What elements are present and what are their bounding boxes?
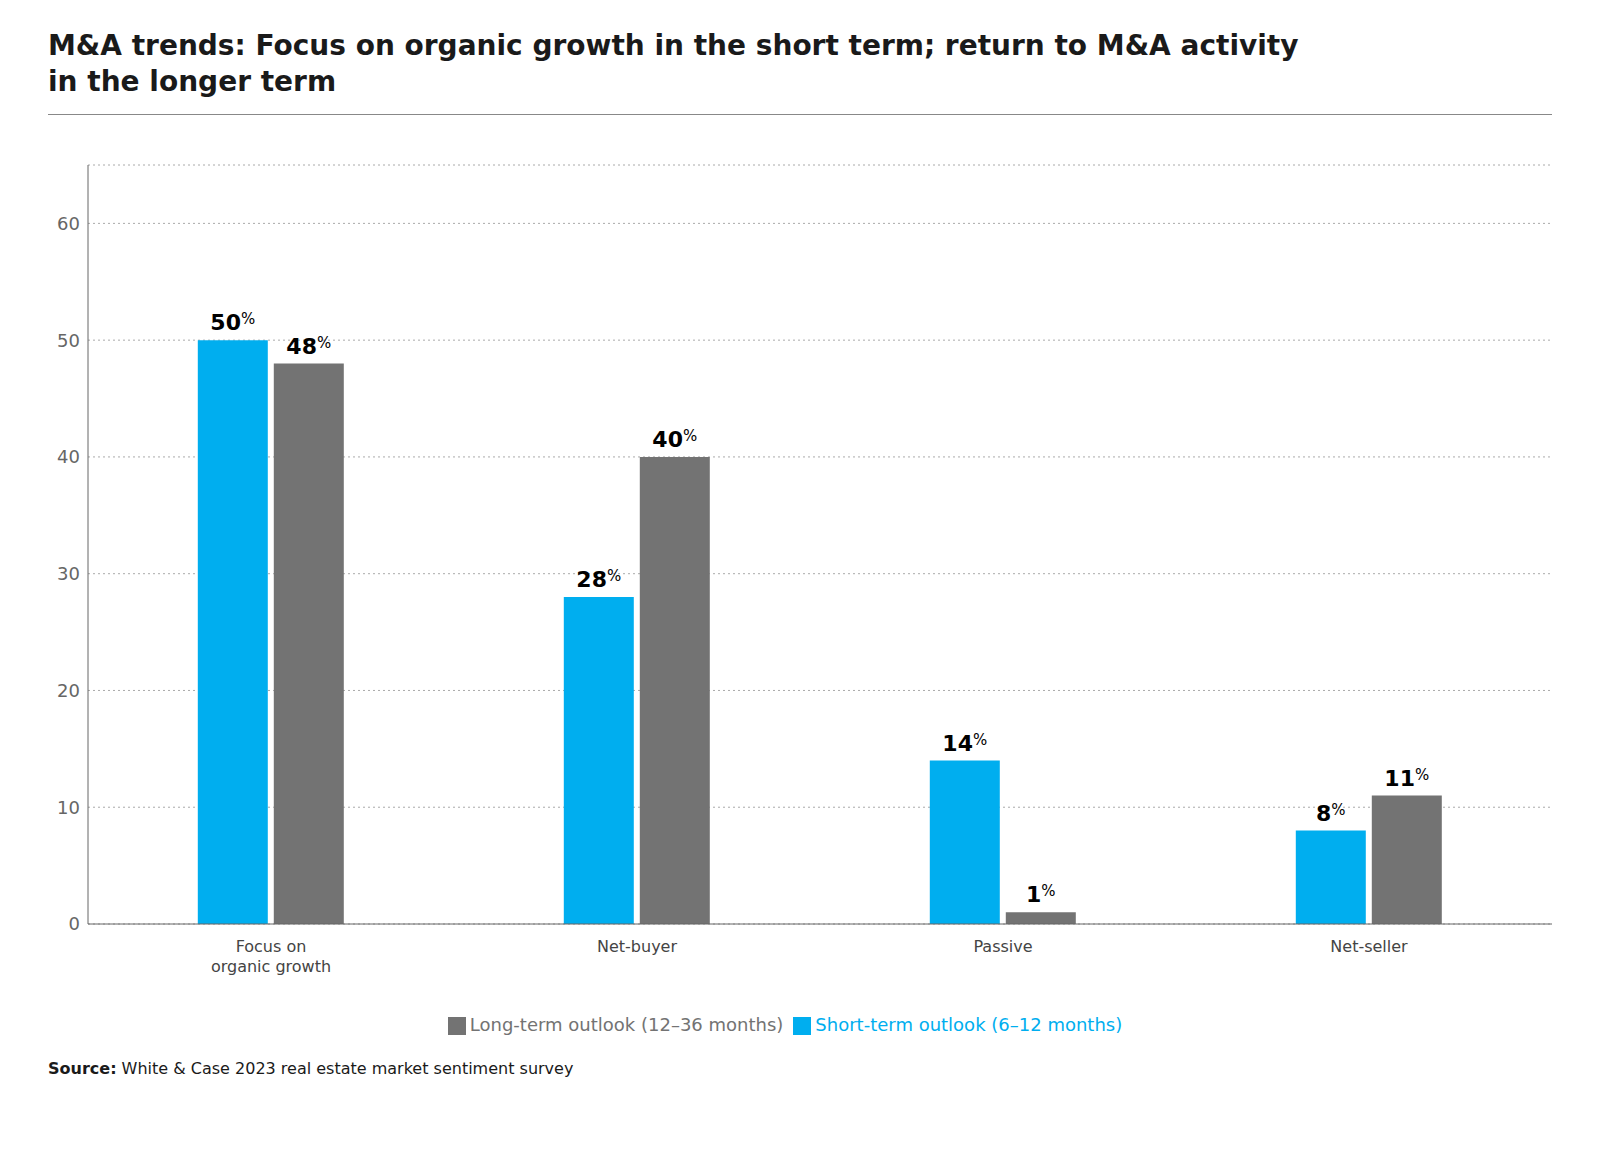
svg-text:20: 20 xyxy=(57,680,80,701)
svg-text:50: 50 xyxy=(57,330,80,351)
html-text:Source: White & Case 2023 real: Source: White & Case 2023 real estate ma… xyxy=(48,1059,574,1078)
svg-text:10: 10 xyxy=(57,797,80,818)
html-text:Short-term outlook (6–12 month: Short-term outlook (6–12 months) xyxy=(815,1014,1123,1035)
html-text:Long-term outlook (12–36 month: Long-term outlook (12–36 months) xyxy=(469,1014,784,1035)
svg-text:40%: 40% xyxy=(652,427,697,452)
svg-text:1%: 1% xyxy=(1026,882,1056,907)
svg-text:Focus onorganic growth: Focus onorganic growth xyxy=(211,937,331,976)
svg-text:Net-seller: Net-seller xyxy=(1330,937,1408,956)
html-text:M&A trends: Focus on organic g: M&A trends: Focus on organic growth in t… xyxy=(48,29,1299,62)
html-text:in the longer term: in the longer term xyxy=(48,65,337,98)
svg-text:40: 40 xyxy=(57,446,80,467)
svg-text:0: 0 xyxy=(69,913,80,934)
svg-text:Net-buyer: Net-buyer xyxy=(597,937,677,956)
svg-text:30: 30 xyxy=(57,563,80,584)
svg-text:28%: 28% xyxy=(576,567,621,592)
svg-text:50%: 50% xyxy=(210,310,255,335)
svg-text:14%: 14% xyxy=(942,731,987,756)
svg-text:60: 60 xyxy=(57,213,80,234)
svg-text:11%: 11% xyxy=(1384,766,1429,791)
svg-text:48%: 48% xyxy=(286,334,331,359)
svg-text:8%: 8% xyxy=(1316,801,1346,826)
svg-text:Passive: Passive xyxy=(973,937,1032,956)
